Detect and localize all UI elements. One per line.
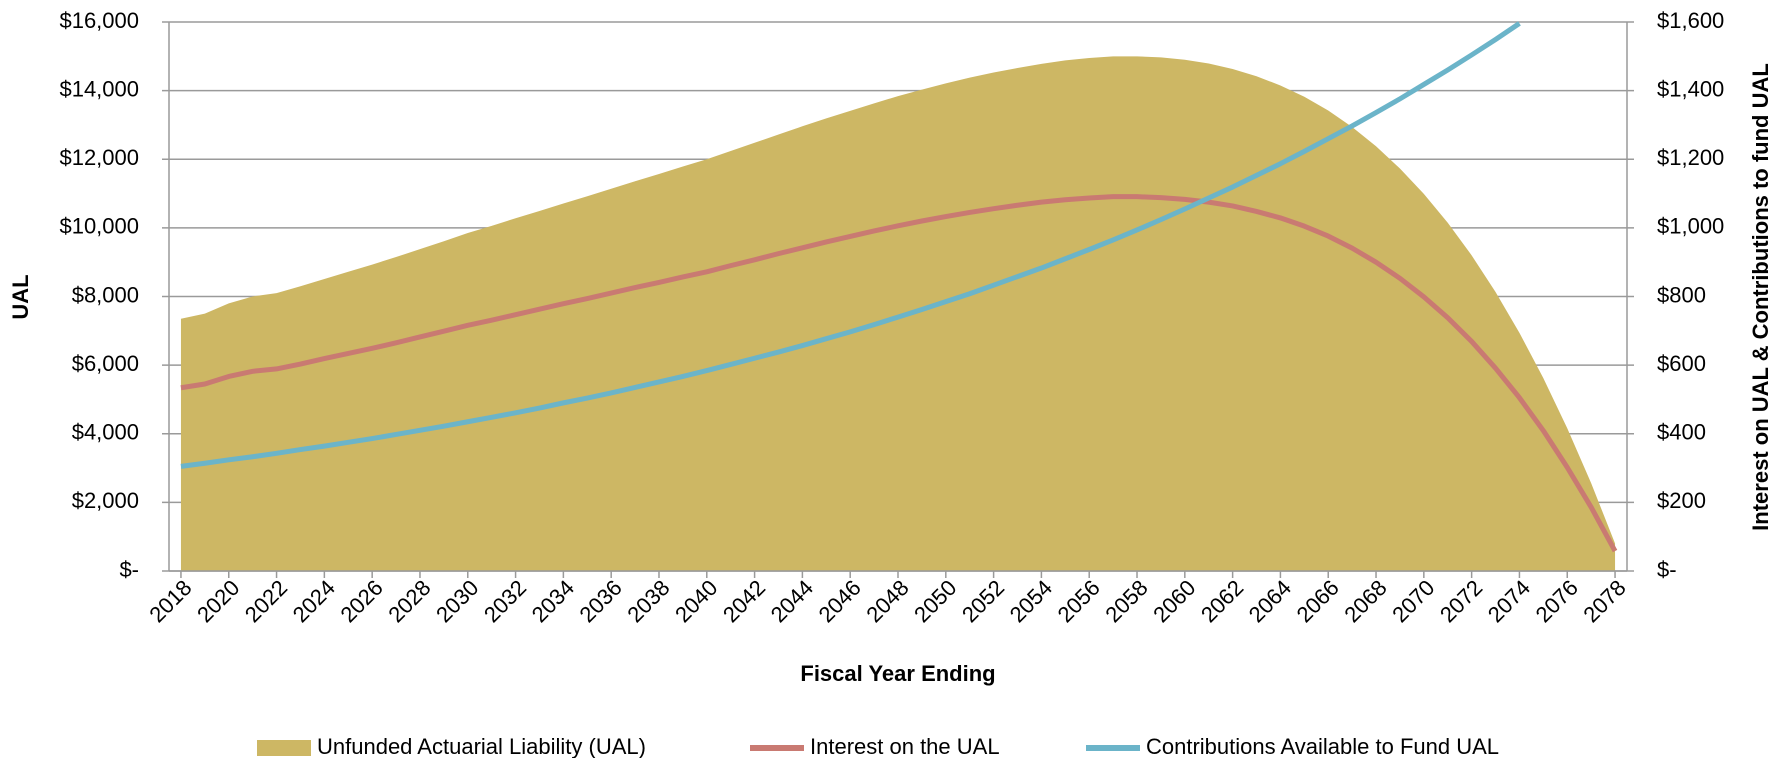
x-tick-label: 2042 (718, 575, 770, 627)
y-tick-label: $12,000 (59, 145, 139, 170)
x-tick-label: 2064 (1244, 575, 1296, 627)
x-tick-label: 2072 (1435, 575, 1487, 627)
x-tick-label: 2062 (1196, 575, 1248, 627)
x-tick-label: 2040 (670, 575, 722, 627)
y2-tick-label: $1,400 (1657, 76, 1724, 101)
y2-tick-label: $600 (1657, 351, 1706, 376)
y-tick-label: $- (119, 557, 139, 582)
y-tick-label: $8,000 (72, 282, 139, 307)
y2-tick-label: $400 (1657, 420, 1706, 445)
x-tick-label: 2076 (1531, 575, 1583, 627)
x-tick-label: 2028 (383, 575, 435, 627)
y2-tick-label: $800 (1657, 282, 1706, 307)
y2-tick-label: $1,600 (1657, 8, 1724, 33)
x-tick-label: 2060 (1148, 575, 1200, 627)
x-tick-label: 2050 (909, 575, 961, 627)
x-tick-label: 2054 (1005, 575, 1057, 627)
legend-label: Interest on the UAL (810, 734, 1000, 758)
x-tick-label: 2070 (1387, 575, 1439, 627)
y-tick-label: $4,000 (72, 420, 139, 445)
y2-tick-label: $200 (1657, 488, 1706, 513)
x-tick-label: 2018 (144, 575, 196, 627)
legend-label: Contributions Available to Fund UAL (1146, 734, 1499, 758)
x-tick-label: 2038 (622, 575, 674, 627)
x-tick-label: 2068 (1339, 575, 1391, 627)
x-axis-title: Fiscal Year Ending (800, 661, 995, 686)
x-tick-label: 2052 (957, 575, 1009, 627)
x-tick-label: 2044 (766, 575, 818, 627)
y2-tick-label: $1,200 (1657, 145, 1724, 170)
x-tick-label: 2078 (1578, 575, 1630, 627)
y2-axis-title: Interest on UAL & Contributions to fund … (1748, 63, 1773, 531)
y2-tick-label: $- (1657, 557, 1677, 582)
x-tick-label: 2046 (814, 575, 866, 627)
area (180, 56, 1616, 571)
y-tick-label: $6,000 (72, 351, 139, 376)
x-tick-label: 2056 (1053, 575, 1105, 627)
legend-swatch (257, 740, 311, 756)
y-axis-title: UAL (8, 274, 33, 319)
x-tick-label: 2032 (479, 575, 531, 627)
y-tick-label: $16,000 (59, 8, 139, 33)
x-tick-label: 2030 (431, 575, 483, 627)
y-tick-label: $10,000 (59, 214, 139, 239)
line (180, 194, 1618, 553)
x-tick-label: 2024 (288, 575, 340, 627)
x-tick-label: 2036 (575, 575, 627, 627)
x-tick-label: 2066 (1292, 575, 1344, 627)
x-tick-label: 2034 (527, 575, 579, 627)
legend-label: Unfunded Actuarial Liability (UAL) (317, 734, 646, 758)
x-tick-label: 2048 (861, 575, 913, 627)
x-tick-label: 2058 (1100, 575, 1152, 627)
x-tick-label: 2020 (192, 575, 244, 627)
y2-tick-label: $1,000 (1657, 214, 1724, 239)
x-tick-label: 2026 (336, 575, 388, 627)
line (180, 21, 1521, 469)
y-tick-label: $2,000 (72, 488, 139, 513)
x-tick-label: 2074 (1483, 575, 1535, 627)
x-tick-label: 2022 (240, 575, 292, 627)
y-tick-label: $14,000 (59, 76, 139, 101)
